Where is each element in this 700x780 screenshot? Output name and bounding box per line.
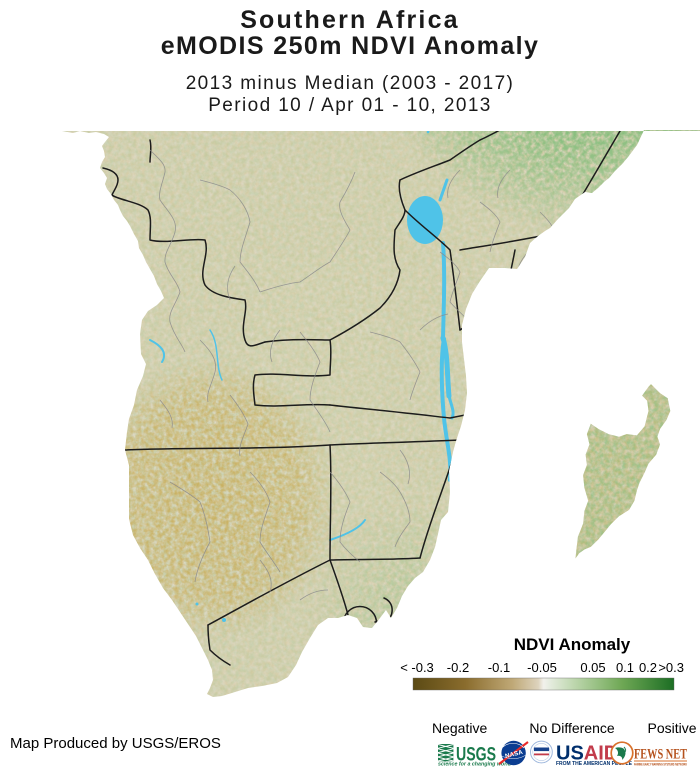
svg-text:Map Produced by USGS/EROS: Map Produced by USGS/EROS [10, 735, 221, 752]
svg-text:Negative: Negative [432, 720, 487, 736]
svg-text:0.1: 0.1 [616, 660, 634, 675]
svg-text:-0.2: -0.2 [447, 660, 469, 675]
svg-text:-0.05: -0.05 [527, 660, 557, 675]
svg-text:FEWS NET: FEWS NET [634, 747, 687, 763]
svg-text:FAMINE EARLY WARNING SYSTEMS N: FAMINE EARLY WARNING SYSTEMS NETWORK [634, 761, 687, 766]
svg-text:0.05: 0.05 [580, 660, 605, 675]
svg-text:>0.3: >0.3 [658, 660, 684, 675]
svg-text:Positive: Positive [647, 720, 696, 736]
svg-text:No Difference: No Difference [529, 720, 615, 736]
svg-text:0.2: 0.2 [639, 660, 657, 675]
svg-text:< -0.3: < -0.3 [400, 660, 434, 675]
svg-text:-0.1: -0.1 [488, 660, 510, 675]
svg-text:NDVI Anomaly: NDVI Anomaly [514, 635, 631, 654]
